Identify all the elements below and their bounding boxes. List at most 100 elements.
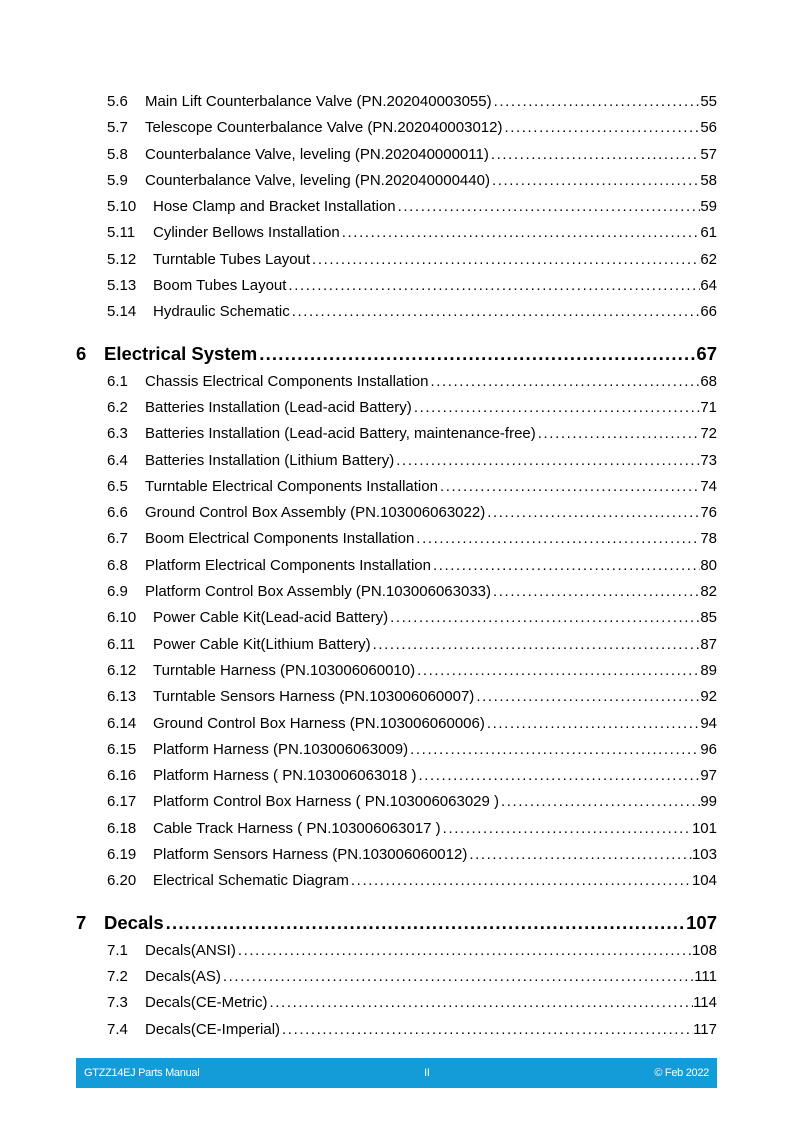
toc-entry-page: 73 — [700, 451, 717, 469]
toc-entry-title: Decals(CE-Imperial) — [145, 1020, 281, 1038]
toc-entry-page: 76 — [700, 504, 717, 522]
toc-section-entry[interactable]: 5.11 Cylinder Bellows Installation.......… — [0, 220, 717, 246]
toc-entry-title: Counterbalance Valve, leveling (PN.20204… — [145, 171, 490, 189]
toc-entry-page: 74 — [700, 477, 717, 495]
toc-entry-page: 85 — [700, 609, 717, 627]
toc-section-entry[interactable]: 6.18 Cable Track Harness ( PN.10300606301… — [0, 816, 717, 842]
toc-section-entry[interactable]: 7.2 Decals(AS)...........................… — [0, 964, 717, 990]
toc-entry-page: 111 — [694, 967, 717, 985]
toc-entry-title: Power Cable Kit(Lithium Battery) — [153, 635, 371, 653]
dot-leader: ........................................… — [291, 303, 701, 321]
toc-entry-number: 6.6 — [107, 504, 128, 522]
toc-section-entry[interactable]: 6.11 Power Cable Kit(Lithium Battery)....… — [0, 632, 717, 658]
toc-entry-number: 7.1 — [107, 941, 128, 959]
page-footer: GTZZ14EJ Parts Manual II © Feb 2022 — [76, 1058, 717, 1088]
toc-entry-number: 7.3 — [107, 994, 128, 1012]
toc-chapter-entry[interactable]: 6 Electrical System......................… — [0, 339, 717, 369]
toc-entry-number: 5.10 — [107, 198, 137, 216]
toc-entry-page: 72 — [700, 425, 717, 443]
toc-section-entry[interactable]: 5.13 Boom Tubes Layout...................… — [0, 273, 717, 299]
dot-leader: ........................................… — [430, 372, 701, 390]
toc-entry-page: 58 — [700, 171, 717, 189]
dot-leader: ........................................… — [259, 342, 697, 364]
dot-leader: ........................................… — [413, 398, 701, 416]
toc-entry-number: 6.8 — [107, 556, 128, 574]
dot-leader: ........................................… — [396, 451, 701, 469]
toc-section-entry[interactable]: 5.7 Telescope Counterbalance Valve (PN.20… — [0, 115, 717, 141]
toc-section-entry[interactable]: 6.1 Chassis Electrical Components Install… — [0, 369, 717, 395]
dot-leader: ........................................… — [418, 767, 701, 785]
toc-entry-number: 6.14 — [107, 714, 137, 732]
dot-leader: ........................................… — [493, 583, 701, 601]
toc-entry-page: 71 — [700, 398, 717, 416]
toc-entry-title: Batteries Installation (Lead-acid Batter… — [145, 425, 536, 443]
dot-leader: ........................................… — [410, 740, 700, 758]
toc-entry-number: 5.9 — [107, 171, 128, 189]
toc-section-entry[interactable]: 6.2 Batteries Installation (Lead-acid Bat… — [0, 395, 717, 421]
toc-section-entry[interactable]: 6.15 Platform Harness (PN.103006063009)..… — [0, 737, 717, 763]
toc-entry-page: 80 — [700, 556, 717, 574]
dot-leader: ........................................… — [417, 661, 701, 679]
toc-section-entry[interactable]: 6.10 Power Cable Kit(Lead-acid Battery)..… — [0, 605, 717, 631]
toc-section-entry[interactable]: 6.20 Electrical Schematic Diagram........… — [0, 868, 717, 894]
toc-section-entry[interactable]: 6.17 Platform Control Box Harness ( PN.10… — [0, 789, 717, 815]
toc-entry-number: 5.7 — [107, 119, 128, 137]
toc-entry-number: 6.7 — [107, 530, 128, 548]
toc-section-entry[interactable]: 5.8 Counterbalance Valve, leveling (PN.20… — [0, 142, 717, 168]
toc-section-entry[interactable]: 5.9 Counterbalance Valve, leveling (PN.20… — [0, 168, 717, 194]
dot-leader: ........................................… — [288, 277, 700, 295]
toc-entry-title: Ground Control Box Harness (PN.103006060… — [153, 714, 485, 732]
dot-leader: ........................................… — [476, 688, 700, 706]
toc-entry-number: 5.11 — [107, 224, 136, 242]
toc-chapter-entry[interactable]: 7 Decals.................................… — [0, 908, 717, 938]
dot-leader: ........................................… — [372, 635, 701, 653]
toc-entry-number: 7.2 — [107, 967, 128, 985]
toc-entry-number: 6.13 — [107, 688, 137, 706]
toc-section-entry[interactable]: 6.12 Turntable Harness (PN.103006060010).… — [0, 658, 717, 684]
dot-leader: ........................................… — [490, 145, 701, 163]
toc-entry-title: Cable Track Harness ( PN.103006063017 ) — [153, 819, 441, 837]
toc-entry-number: 6.20 — [107, 872, 137, 890]
toc-entry-title: Hose Clamp and Bracket Installation — [153, 198, 396, 216]
toc-section-entry[interactable]: 6.5 Turntable Electrical Components Insta… — [0, 474, 717, 500]
toc-entry-number: 6.9 — [107, 583, 128, 601]
toc-entry-number: 7.4 — [107, 1020, 128, 1038]
toc-entry-title: Ground Control Box Assembly (PN.10300606… — [145, 504, 486, 522]
toc-entry-page: 67 — [696, 342, 717, 364]
toc-entry-page: 61 — [700, 224, 717, 242]
toc-entry-title: Decals(AS) — [145, 967, 221, 985]
toc-section-entry[interactable]: 6.3 Batteries Installation (Lead-acid Bat… — [0, 421, 717, 447]
dot-leader: ........................................… — [439, 477, 701, 495]
dot-leader: ........................................… — [501, 793, 700, 811]
toc-section-entry[interactable]: 7.4 Decals(CE-Imperial)..................… — [0, 1017, 717, 1043]
toc-section-entry[interactable]: 7.3 Decals(CE-Metric)....................… — [0, 990, 717, 1016]
toc-entry-page: 104 — [691, 872, 717, 890]
toc-entry-page: 101 — [691, 819, 717, 837]
toc-section-entry[interactable]: 6.4 Batteries Installation (Lithium Batte… — [0, 448, 717, 474]
toc-entry-number: 6.17 — [107, 793, 137, 811]
toc-entry-title: Hydraulic Schematic — [153, 303, 290, 321]
toc-entry-title: Platform Electrical Components Installat… — [145, 556, 431, 574]
dot-leader: ........................................… — [282, 1020, 693, 1038]
toc-section-entry[interactable]: 5.10 Hose Clamp and Bracket Installation.… — [0, 194, 717, 220]
toc-entry-title: Power Cable Kit(Lead-acid Battery) — [153, 609, 389, 627]
toc-section-entry[interactable]: 6.16 Platform Harness ( PN.103006063018 )… — [0, 763, 717, 789]
toc-section-entry[interactable]: 5.14 Hydraulic Schematic.................… — [0, 299, 717, 325]
toc-section-entry[interactable]: 6.6 Ground Control Box Assembly (PN.10300… — [0, 500, 717, 526]
toc-section-entry[interactable]: 5.12 Turntable Tubes Layout..............… — [0, 247, 717, 273]
toc-section-entry[interactable]: 7.1 Decals(ANSI).........................… — [0, 938, 717, 964]
toc-entry-title: Platform Control Box Assembly (PN.103006… — [145, 583, 492, 601]
toc-section-entry[interactable]: 5.6 Main Lift Counterbalance Valve (PN.20… — [0, 89, 717, 115]
toc-entry-number: 6.16 — [107, 767, 137, 785]
footer-date: © Feb 2022 — [654, 1067, 709, 1079]
toc-section-entry[interactable]: 6.14 Ground Control Box Harness (PN.10300… — [0, 711, 717, 737]
toc-section-entry[interactable]: 6.9 Platform Control Box Assembly (PN.103… — [0, 579, 717, 605]
toc-section-entry[interactable]: 6.7 Boom Electrical Components Installati… — [0, 526, 717, 552]
toc-entry-title: Turntable Sensors Harness (PN.1030060600… — [153, 688, 475, 706]
toc-entry-page: 114 — [693, 994, 717, 1012]
toc-section-entry[interactable]: 6.8 Platform Electrical Components Instal… — [0, 553, 717, 579]
toc-section-entry[interactable]: 6.13 Turntable Sensors Harness (PN.103006… — [0, 684, 717, 710]
toc-entry-number: 6.4 — [107, 451, 128, 469]
toc-entry-title: Decals(ANSI) — [145, 941, 236, 959]
toc-section-entry[interactable]: 6.19 Platform Sensors Harness (PN.1030060… — [0, 842, 717, 868]
